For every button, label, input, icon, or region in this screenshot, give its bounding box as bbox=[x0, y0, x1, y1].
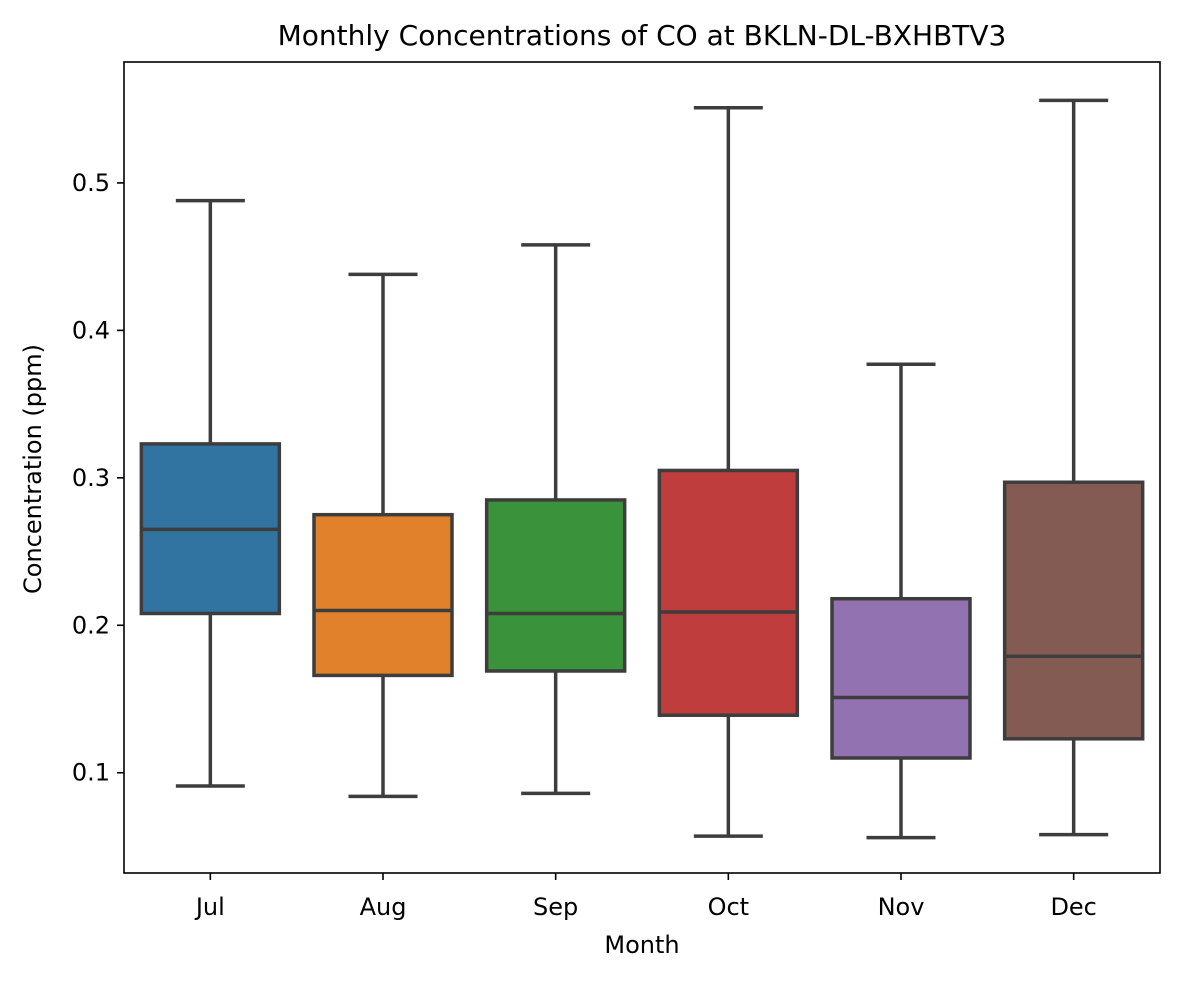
y-tick-label-2: 0.3 bbox=[72, 464, 110, 492]
plot-area: Jul Aug Sep Oct Nov Dec 0.1 0.2 0.3 0.4 0.5 bbox=[72, 61, 1161, 921]
box-aug bbox=[312, 512, 454, 678]
chart-title: Monthly Concentrations of CO at BKLN-DL-… bbox=[278, 19, 1007, 52]
box-dec bbox=[1002, 480, 1145, 741]
box-nov bbox=[830, 596, 972, 760]
x-axis-label: Month bbox=[604, 931, 679, 959]
plot-frame bbox=[123, 61, 1161, 874]
x-tick-label-nov: Nov bbox=[878, 893, 925, 921]
x-tick-label-aug: Aug bbox=[360, 893, 407, 921]
y-tick-label-0: 0.1 bbox=[72, 759, 110, 787]
x-tick-label-jul: Jul bbox=[194, 893, 225, 921]
y-axis-label: Concentration (ppm) bbox=[19, 344, 47, 594]
x-tick-label-sep: Sep bbox=[533, 893, 578, 921]
x-tick-label-dec: Dec bbox=[1050, 893, 1096, 921]
x-tick-label-oct: Oct bbox=[708, 893, 750, 921]
y-tick-label-3: 0.4 bbox=[72, 316, 110, 344]
y-tick-label-1: 0.2 bbox=[72, 611, 110, 639]
y-tick-label-4: 0.5 bbox=[72, 169, 110, 197]
box-oct bbox=[657, 468, 800, 717]
box-sep bbox=[484, 498, 627, 673]
